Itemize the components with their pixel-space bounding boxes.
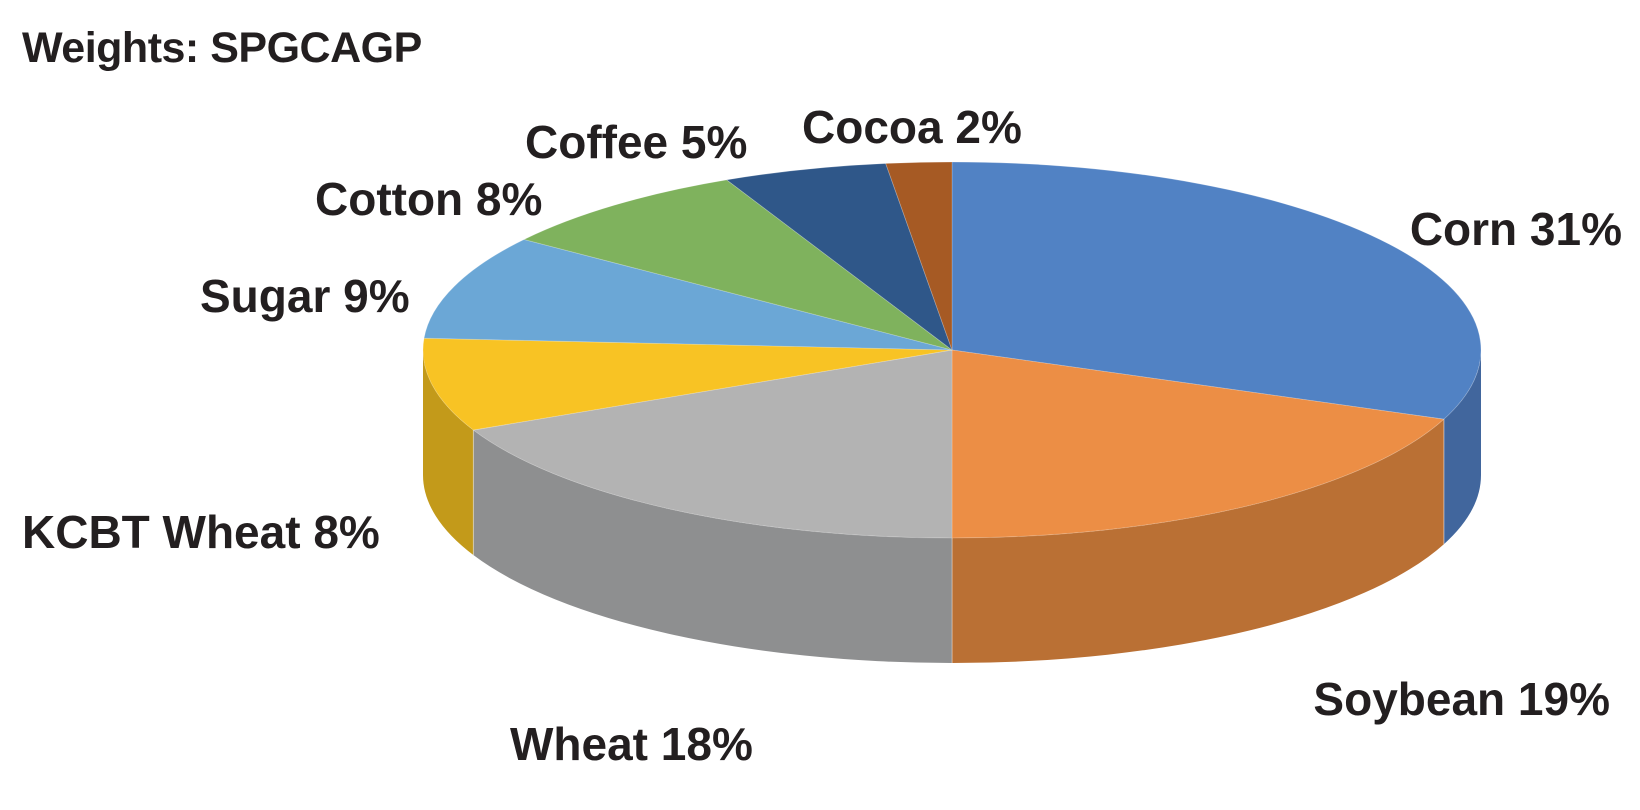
pie-slice-sugar: [423, 239, 953, 351]
pie-side-soybean: [952, 419, 1444, 663]
pie-slice-cocoa: [885, 161, 953, 351]
pie-slice-corn: [951, 161, 1482, 420]
pie-sides: [423, 350, 1481, 663]
pie-slice-coffee: [726, 163, 953, 351]
slice-label-kcbt-wheat: KCBT Wheat 8%: [22, 506, 380, 558]
pie-slice-wheat: [472, 349, 953, 539]
slice-label-cocoa: Cocoa 2%: [802, 101, 1022, 153]
pie-side-wheat: [473, 430, 952, 663]
pie-side-corn: [1443, 350, 1481, 545]
pie-slice-cotton: [523, 179, 953, 351]
pie-slice-kcbt-wheat: [422, 337, 953, 431]
slice-label-wheat: Wheat 18%: [510, 718, 753, 770]
slice-label-coffee: Coffee 5%: [525, 116, 747, 168]
pie-labels: Corn 31% Soybean 19% Wheat 18% KCBT Wheat 8…: [22, 101, 1622, 770]
slice-label-cotton: Cotton 8%: [315, 173, 542, 225]
slice-label-soybean: Soybean 19%: [1313, 673, 1610, 725]
pie-side-kcbt-wheat: [423, 350, 474, 556]
slice-label-corn: Corn 31%: [1410, 203, 1622, 255]
chart-title: Weights: SPGCAGP: [22, 24, 422, 72]
pie-slice-soybean: [951, 349, 1445, 539]
pie-tops: [422, 161, 1482, 539]
slice-label-sugar: Sugar 9%: [200, 270, 410, 322]
